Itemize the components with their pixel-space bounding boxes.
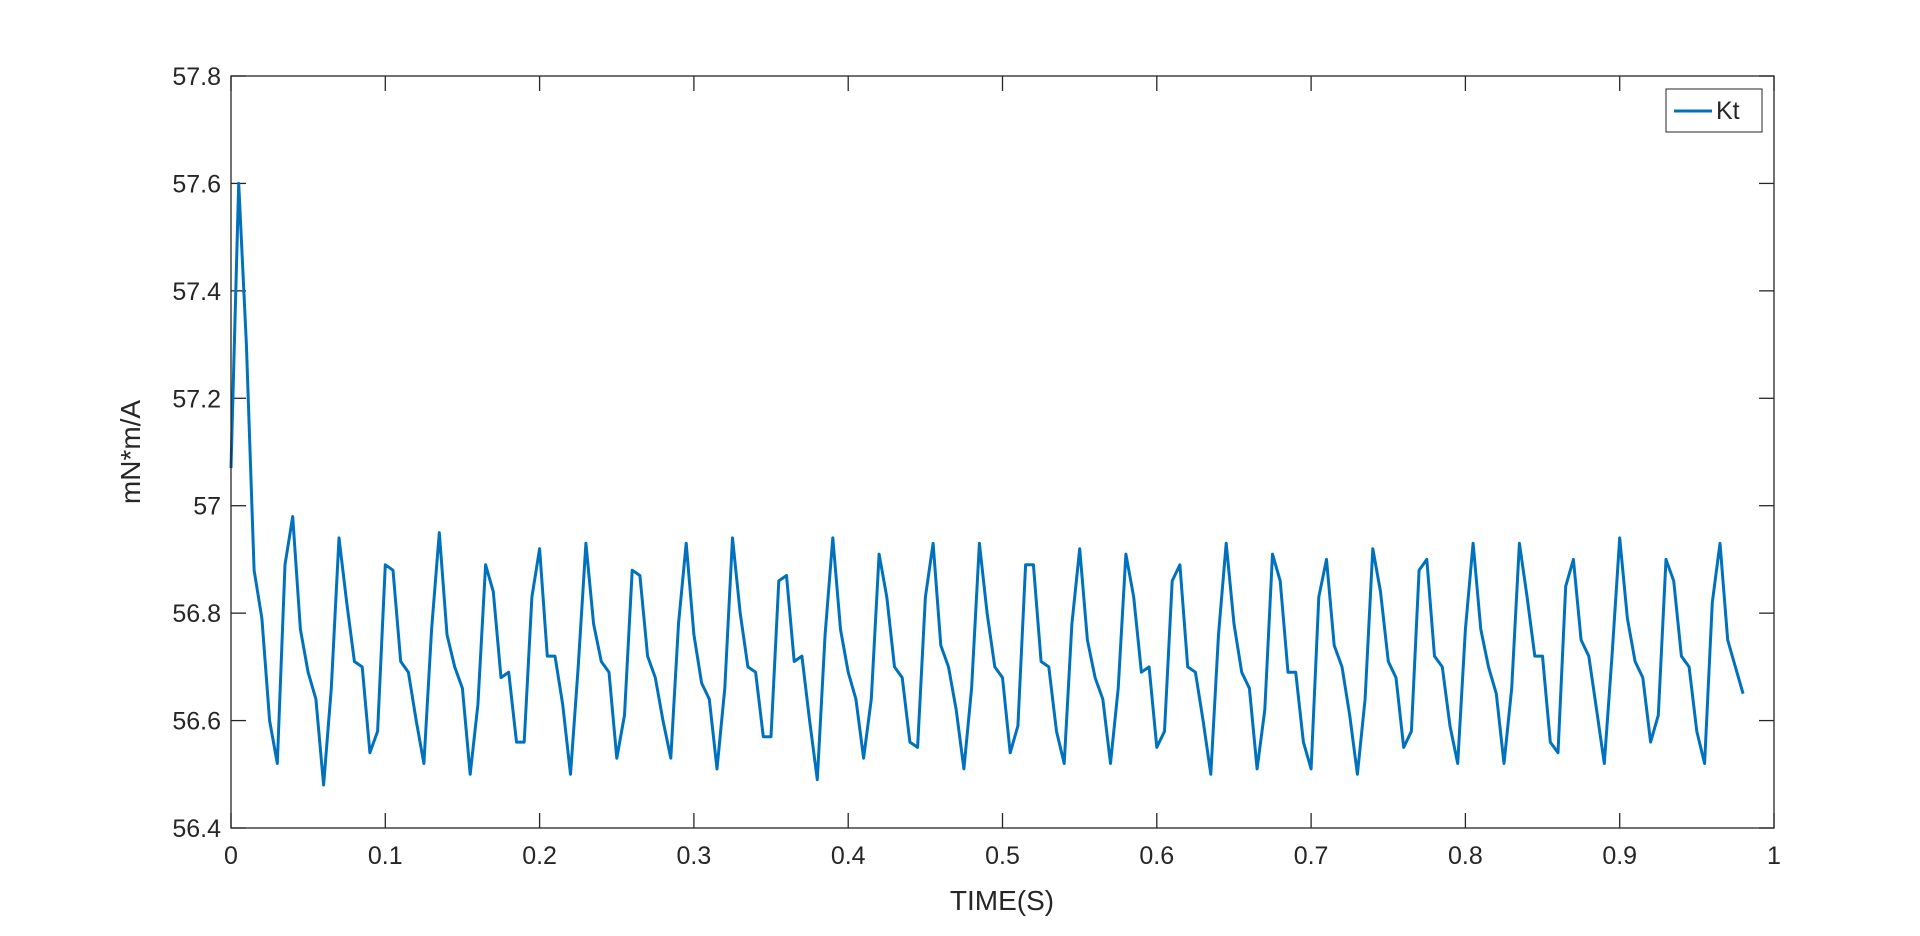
series-line-kt (229, 181, 1745, 787)
y-tick-label: 56.8 (172, 600, 221, 628)
x-tick-label: 0.7 (1294, 842, 1329, 870)
x-axis-label: TIME(S) (950, 885, 1054, 916)
legend: Kt (1665, 88, 1763, 133)
x-tick-label: 0.8 (1448, 842, 1483, 870)
y-tick-label: 57.4 (172, 278, 221, 306)
y-tick-label: 56.4 (172, 815, 221, 843)
x-tick-labels: 0 0.1 0.2 0.3 0.4 0.5 0.6 0.7 0.8 0.9 1 (224, 842, 1781, 870)
x-tick-label: 0.3 (677, 842, 712, 870)
x-tick-label: 0 (224, 842, 238, 870)
y-tick-label: 57 (193, 493, 221, 521)
y-tick-label: 57.8 (172, 63, 221, 91)
plot-area (231, 76, 1774, 828)
x-tick-label: 1 (1767, 842, 1781, 870)
x-tick-label: 0.5 (985, 842, 1020, 870)
x-tick-label: 0.2 (522, 842, 557, 870)
x-tick-label: 0.9 (1602, 842, 1637, 870)
x-tick-label: 0.4 (831, 842, 866, 870)
y-tick-labels: 56.4 56.6 56.8 57 57.2 57.4 57.6 57.8 (172, 63, 221, 843)
y-tick-label: 57.2 (172, 385, 221, 413)
y-tick-label: 56.6 (172, 708, 221, 736)
x-tick-label: 0.6 (1139, 842, 1174, 870)
axes-box (230, 75, 1775, 829)
legend-label-kt: Kt (1716, 97, 1740, 125)
x-tick-label: 0.1 (368, 842, 403, 870)
y-tick-label: 57.6 (172, 170, 221, 198)
y-axis-label: mN*m/A (115, 400, 146, 505)
